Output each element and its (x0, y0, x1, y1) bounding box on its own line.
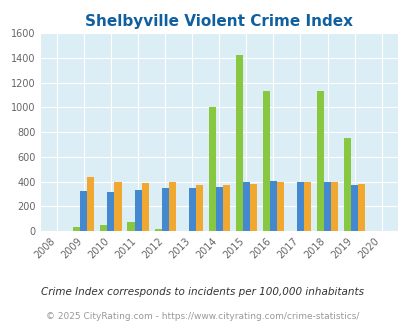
Bar (296, 182, 303, 231)
Bar (323, 182, 330, 231)
Bar (269, 181, 276, 231)
Bar (127, 222, 134, 231)
Bar (330, 182, 337, 231)
Bar (161, 188, 168, 231)
Bar (195, 185, 202, 231)
Bar (134, 190, 141, 231)
Text: © 2025 CityRating.com - https://www.cityrating.com/crime-statistics/: © 2025 CityRating.com - https://www.city… (46, 312, 359, 321)
Text: Crime Index corresponds to incidents per 100,000 inhabitants: Crime Index corresponds to incidents per… (41, 287, 364, 297)
Bar (107, 192, 114, 231)
Bar (249, 184, 256, 231)
Bar (141, 183, 148, 231)
Bar (262, 91, 269, 231)
Bar (316, 91, 323, 231)
Bar (235, 55, 242, 231)
Bar (222, 185, 229, 231)
Bar (357, 184, 364, 231)
Bar (350, 185, 357, 231)
Title: Shelbyville Violent Crime Index: Shelbyville Violent Crime Index (85, 14, 352, 29)
Bar (87, 177, 94, 231)
Bar (100, 225, 107, 231)
Bar (80, 191, 87, 231)
Bar (276, 182, 283, 231)
Bar (73, 227, 80, 231)
Bar (114, 182, 121, 231)
Bar (242, 182, 249, 231)
Bar (303, 182, 310, 231)
Bar (215, 187, 222, 231)
Bar (188, 188, 195, 231)
Bar (154, 228, 161, 231)
Bar (168, 182, 175, 231)
Bar (343, 138, 350, 231)
Bar (208, 107, 215, 231)
